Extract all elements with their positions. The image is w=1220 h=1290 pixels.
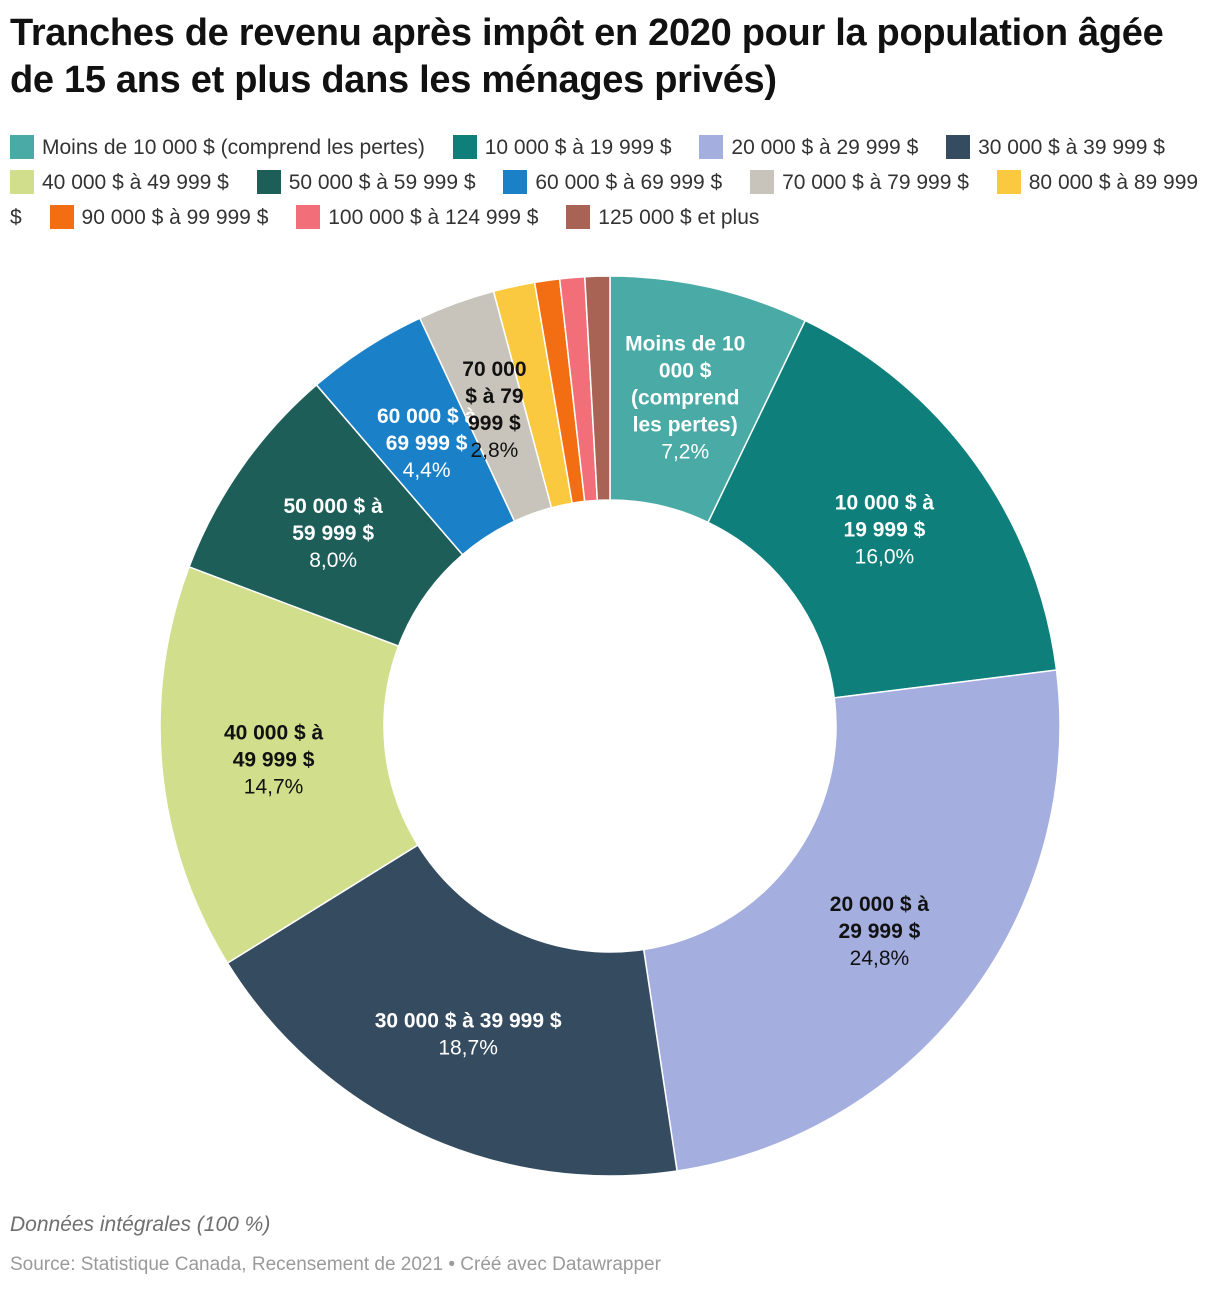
legend-label: 10 000 $ à 19 999 $ xyxy=(484,136,672,159)
slice-label: 69 999 $ xyxy=(386,432,468,455)
source-line: Source: Statistique Canada, Recensement … xyxy=(10,1254,661,1275)
legend-label: 20 000 $ à 29 999 $ xyxy=(731,136,919,159)
legend-item: Moins de 10 000 $ (comprend les pertes) xyxy=(10,135,425,159)
slice-label: 20 000 $ à xyxy=(830,893,930,916)
legend-label: 50 000 $ à 59 999 $ xyxy=(288,171,476,194)
legend-label: 70 000 $ à 79 999 $ xyxy=(782,171,969,194)
slice-label: 999 $ xyxy=(468,412,521,435)
donut-slice xyxy=(642,669,1061,1172)
donut-slice xyxy=(707,319,1058,699)
slice-label: 40 000 $ à xyxy=(224,722,324,745)
slice-label: les pertes) xyxy=(633,413,738,436)
legend-item: 125 000 $ et plus xyxy=(566,205,760,229)
slice-value-label: 4,4% xyxy=(403,459,451,482)
donut-slice xyxy=(583,275,611,502)
slice-value-label: 8,0% xyxy=(309,549,357,572)
legend-item: 90 000 $ à 99 999 $ xyxy=(49,205,269,229)
legend-swatch xyxy=(996,170,1021,194)
slice-label: 60 000 $ à xyxy=(377,405,477,428)
legend-label: 90 000 $ à 99 999 $ xyxy=(81,206,269,229)
legend-item: 100 000 $ à 124 999 $ xyxy=(296,205,539,229)
chart-note: Données intégrales (100 %) xyxy=(10,1213,271,1236)
legend-swatch xyxy=(49,205,74,229)
slice-label: 50 000 $ à xyxy=(283,495,383,518)
slice-label: 70 000 xyxy=(462,358,526,381)
slice-label: 10 000 $ à xyxy=(835,492,935,515)
slice-value-label: 18,7% xyxy=(438,1036,498,1059)
legend-swatch xyxy=(750,170,775,194)
slice-value-label: 14,7% xyxy=(244,776,304,799)
slice-label: 59 999 $ xyxy=(292,522,374,545)
slice-label: (comprend xyxy=(631,386,740,409)
legend: Moins de 10 000 $ (comprend les pertes) … xyxy=(10,130,1200,235)
legend-item: 70 000 $ à 79 999 $ xyxy=(750,170,969,194)
slice-value-label: 2,8% xyxy=(470,439,518,462)
slice-label: 29 999 $ xyxy=(839,920,921,943)
legend-item: 20 000 $ à 29 999 $ xyxy=(699,135,919,159)
legend-item: 40 000 $ à 49 999 $ xyxy=(10,170,229,194)
legend-item: 50 000 $ à 59 999 $ xyxy=(256,170,476,194)
legend-swatch xyxy=(296,205,321,229)
legend-item: 30 000 $ à 39 999 $ xyxy=(946,135,1165,159)
legend-swatch xyxy=(256,170,281,194)
slice-value-label: 24,8% xyxy=(850,947,910,970)
slice-value-label: 16,0% xyxy=(855,546,915,569)
slice-label: Moins de 10 xyxy=(625,332,745,355)
chart-title: Tranches de revenu après impôt en 2020 p… xyxy=(10,12,1164,101)
legend-swatch xyxy=(566,205,591,229)
legend-label: Moins de 10 000 $ (comprend les pertes) xyxy=(42,136,425,159)
legend-item: 80 000 $ à 89 999 $ xyxy=(10,170,1199,229)
legend-swatch xyxy=(699,135,724,159)
slice-label: 49 999 $ xyxy=(233,749,315,772)
legend-label: 100 000 $ à 124 999 $ xyxy=(328,206,539,229)
legend-item: 60 000 $ à 69 999 $ xyxy=(503,170,723,194)
legend-label: 30 000 $ à 39 999 $ xyxy=(978,136,1165,159)
legend-swatch xyxy=(946,135,971,159)
legend-swatch xyxy=(503,170,528,194)
legend-item: 10 000 $ à 19 999 $ xyxy=(452,135,672,159)
legend-swatch xyxy=(10,135,34,159)
slice-value-label: 7,2% xyxy=(661,440,709,463)
slice-label: $ à 79 xyxy=(465,385,523,408)
legend-swatch xyxy=(452,135,477,159)
legend-label: 125 000 $ et plus xyxy=(598,206,760,229)
legend-swatch xyxy=(10,170,34,194)
legend-label: 60 000 $ à 69 999 $ xyxy=(535,171,723,194)
slice-label: 19 999 $ xyxy=(844,519,926,542)
legend-label: 40 000 $ à 49 999 $ xyxy=(42,171,229,194)
donut-slice xyxy=(226,844,678,1177)
slice-label: 30 000 $ à 39 999 $ xyxy=(375,1009,562,1032)
donut-slice xyxy=(159,565,419,965)
slice-label: 000 $ xyxy=(659,359,712,382)
legend-label: 80 000 $ à 89 999 $ xyxy=(10,171,1199,229)
